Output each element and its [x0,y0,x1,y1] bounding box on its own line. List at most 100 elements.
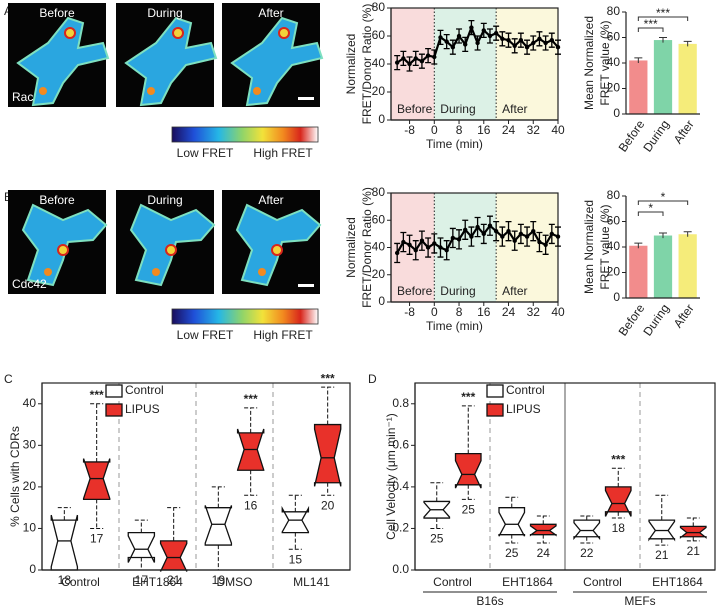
whisker [244,470,258,496]
data-point [425,53,431,58]
phase-label: Before [397,284,433,298]
whisker [288,494,302,512]
y-axis-label: Cell Velocity (μm min⁻¹) [384,413,398,540]
n-label: 24 [537,546,551,560]
phase-region [496,8,558,120]
scale-bar [298,97,314,100]
whisker [134,557,148,571]
error-bar [634,242,643,249]
legend-swatch [486,384,504,398]
y-tick-label: 80 [372,0,386,14]
n-label: 25 [430,532,444,546]
data-point [438,245,443,250]
error-bar [683,231,692,237]
x-tick-label: -8 [404,123,415,137]
y-tick-label: 0 [29,562,36,576]
x-tick-label: 24 [502,123,516,137]
data-point [555,234,561,239]
y-tick-label: 0.2 [392,521,409,535]
y-axis-label: FRET/Donor Ratio (%) [360,4,374,125]
data-point [475,224,480,230]
data-point [450,235,456,241]
data-point [438,35,443,40]
x-tick-label: 24 [502,305,516,319]
n-label: 21 [687,544,701,558]
colorbar-low-label: Low FRET [177,146,234,160]
y-tick-label: 0 [378,294,385,308]
bar [678,43,697,114]
data-point [512,43,517,48]
y-axis-label: Normalized [344,34,358,95]
micrograph: During [116,190,216,294]
data-point [493,228,499,234]
y-tick-label: 80 [607,4,621,18]
whisker [611,511,625,519]
frame-label: Before [39,193,75,207]
legend-label: Control [125,383,164,397]
data-point [549,231,555,237]
micrograph: Before [8,190,108,294]
x-tick-label: DMSO [217,575,253,589]
y-tick-label: 60 [372,28,386,42]
box [529,523,557,537]
error-bar [659,37,667,43]
x-tick-label: Control [61,575,100,589]
y-tick-label: 0 [613,106,620,120]
hotspot [57,244,69,256]
x-tick-label: During [640,302,672,339]
whisker [655,494,669,521]
y-tick-label: 20 [372,84,386,98]
box [648,519,676,542]
data-point [555,45,561,50]
y-tick-label: 20 [372,267,386,281]
n-label: 25 [462,503,476,517]
frame-label: During [147,193,182,207]
bar [653,40,673,114]
significance-label: * [661,190,666,204]
x-tick-label: EHT1864 [132,575,183,589]
y-tick-label: 60 [607,30,621,44]
frame-label: During [147,6,182,20]
data-point [518,38,524,43]
hotspot [39,87,47,95]
whisker [321,386,335,425]
y-tick-label: 0 [378,112,385,126]
data-point [407,242,412,247]
plot-frame [41,382,351,571]
box [204,505,233,546]
data-point [487,33,493,39]
box [604,486,632,517]
whisker [461,405,475,454]
y-tick-label: 60 [607,214,621,228]
whisker [580,515,594,521]
significance-label: * [648,201,653,215]
whisker [57,507,71,521]
data-point [518,231,524,237]
panel-letter: C [4,372,13,386]
significance-label: *** [644,17,658,31]
significance-label: *** [244,392,258,406]
whisker [611,467,625,487]
y-axis-label: Normalized [344,217,358,278]
x-axis-label: Time (min) [426,137,483,151]
cell [16,16,110,107]
x-axis-label: Time (min) [426,319,483,333]
phase-region [434,193,497,302]
whisker [430,482,444,502]
whisker [288,532,302,550]
x-tick-label: 32 [527,305,541,319]
y-tick-label: 0.6 [392,438,409,452]
data-point [493,31,499,36]
significance-label: *** [321,371,335,385]
data-point [444,248,449,253]
y-tick-label: 0.0 [392,562,409,576]
whisker [211,486,225,508]
y-tick-label: 60 [372,212,386,226]
x-tick-label: 0 [431,305,438,319]
data-point [500,234,505,239]
x-tick-label: 16 [477,305,491,319]
y-tick-label: 40 [372,240,386,254]
hotspot [172,27,184,39]
legend-swatch [105,384,123,398]
x-tick-label: 0 [431,123,438,137]
